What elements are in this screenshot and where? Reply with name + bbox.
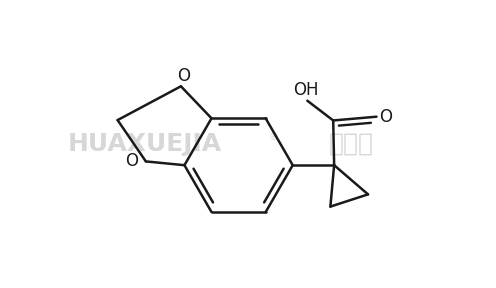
Text: O: O <box>125 152 138 170</box>
Text: O: O <box>177 67 190 85</box>
Text: O: O <box>379 108 392 126</box>
Text: 化学加: 化学加 <box>329 132 374 156</box>
Text: HUAXUEJIA: HUAXUEJIA <box>67 132 222 156</box>
Text: ®: ® <box>269 132 279 142</box>
Text: OH: OH <box>294 81 319 99</box>
